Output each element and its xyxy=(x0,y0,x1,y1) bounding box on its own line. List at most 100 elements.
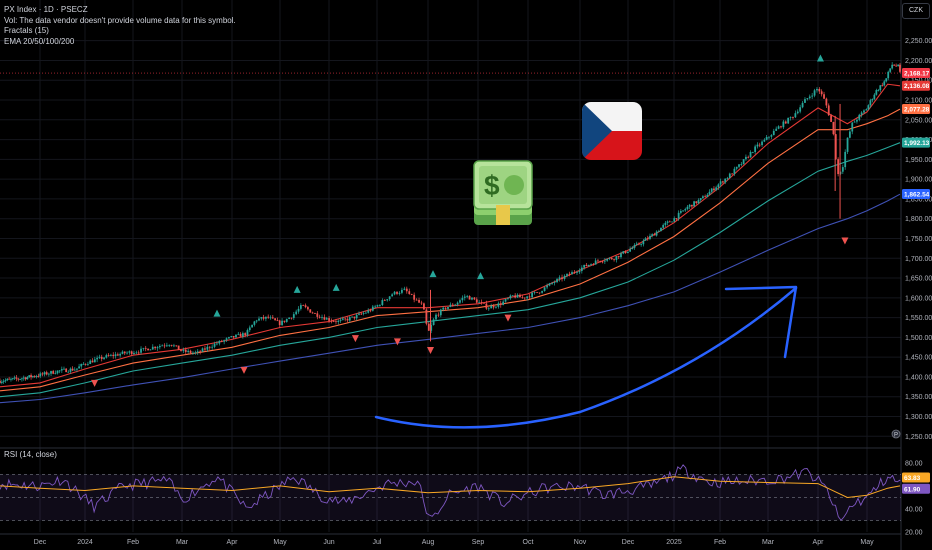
candle-body xyxy=(615,256,618,260)
candle-body xyxy=(789,117,792,118)
candle-body xyxy=(140,348,142,353)
candle-body xyxy=(708,191,711,195)
candle-body xyxy=(149,349,152,351)
candle-body xyxy=(328,318,330,321)
candle-body xyxy=(811,95,814,97)
candle-body xyxy=(715,187,718,191)
candle-body xyxy=(103,357,105,359)
candle-body xyxy=(147,348,149,351)
candle-body xyxy=(182,349,185,351)
candle-body xyxy=(563,275,566,279)
candle-body xyxy=(858,114,861,120)
candle-body xyxy=(587,264,590,267)
candle-body xyxy=(348,317,351,321)
candle-body xyxy=(642,240,645,245)
candle-body xyxy=(635,243,638,245)
candle-body xyxy=(624,251,627,253)
candle-body xyxy=(509,295,512,299)
candle-body xyxy=(13,377,16,379)
candle-body xyxy=(425,309,428,324)
candle-body xyxy=(585,264,588,267)
candle-body xyxy=(693,201,695,207)
candle-body xyxy=(740,164,743,165)
candle-body xyxy=(225,338,228,341)
candle-body xyxy=(91,360,94,363)
candle-body xyxy=(751,151,754,153)
candle-body xyxy=(832,121,835,135)
candle-body xyxy=(638,243,640,245)
candle-body xyxy=(204,348,206,350)
time-axis-label: 2025 xyxy=(666,539,682,546)
candle-body xyxy=(867,105,870,110)
chart-legend: PX Index · 1D · PSECZ Vol: The data vend… xyxy=(4,5,236,47)
candle-body xyxy=(17,378,20,380)
time-axis-label: Feb xyxy=(127,539,139,546)
candle-body xyxy=(521,297,524,299)
svg-text:2,077.28: 2,077.28 xyxy=(904,106,930,113)
price-axis-label: 1,850.00 xyxy=(905,196,932,203)
candle-body xyxy=(241,333,244,337)
candle-body xyxy=(119,353,122,356)
candle-body xyxy=(228,337,230,339)
candle-body xyxy=(690,204,693,207)
candle-body xyxy=(362,313,365,314)
fractal-down-marker xyxy=(504,314,512,322)
candle-body xyxy=(383,300,386,301)
candle-body xyxy=(201,348,204,352)
candle-body xyxy=(235,334,237,338)
candle-body xyxy=(697,200,700,204)
candle-body xyxy=(288,317,291,319)
candle-body xyxy=(220,340,223,342)
candle-body xyxy=(717,184,720,188)
rsi-ma-line xyxy=(0,476,901,499)
price-axis-label: 1,550.00 xyxy=(905,315,932,322)
candle-body xyxy=(885,78,888,82)
candle-body xyxy=(633,244,636,248)
candle-body xyxy=(770,135,773,137)
time-axis-label: Jul xyxy=(373,539,382,546)
candle-body xyxy=(248,327,251,331)
candle-body xyxy=(490,305,493,309)
candle-body xyxy=(526,296,529,299)
candle-body xyxy=(514,295,517,298)
candle-body xyxy=(688,204,691,207)
candle-body xyxy=(507,298,509,300)
candle-body xyxy=(695,201,698,204)
curved-arrow-icon xyxy=(374,285,798,429)
price-axis-label: 1,650.00 xyxy=(905,276,932,283)
candle-body xyxy=(825,98,828,106)
candle-body xyxy=(590,264,592,265)
money-icon: $ xyxy=(473,160,533,225)
candle-body xyxy=(495,306,497,308)
candle-body xyxy=(657,231,660,232)
rsi-axis-label: 40.00 xyxy=(905,506,923,513)
replay-icon[interactable]: P xyxy=(891,429,901,439)
time-axis-label: Feb xyxy=(714,539,726,546)
candle-body xyxy=(6,378,9,381)
candle-body xyxy=(699,198,702,201)
candle-body xyxy=(114,354,117,357)
ema-indicator-label[interactable]: EMA 20/50/100/200 xyxy=(4,36,75,46)
candle-body xyxy=(763,139,766,142)
candle-body xyxy=(827,105,830,116)
symbol-title[interactable]: PX Index · 1D · PSECZ xyxy=(4,5,88,14)
rsi-indicator-label[interactable]: RSI (14, close) xyxy=(4,450,57,459)
currency-badge[interactable]: CZK xyxy=(902,3,930,19)
candle-body xyxy=(721,181,724,183)
price-axis-label: 1,800.00 xyxy=(905,216,932,223)
candle-body xyxy=(393,291,396,295)
price-axis-label: 2,100.00 xyxy=(905,98,932,105)
rsi-line xyxy=(0,464,901,522)
candle-body xyxy=(792,117,794,118)
fractals-indicator-label[interactable]: Fractals (15) xyxy=(4,26,49,35)
candle-body xyxy=(403,288,406,290)
candle-body xyxy=(710,188,713,192)
candle-body xyxy=(218,340,221,344)
candle-body xyxy=(702,196,704,199)
candle-body xyxy=(895,65,898,67)
candle-body xyxy=(255,320,258,322)
candle-body xyxy=(768,136,770,138)
candle-body xyxy=(299,305,302,309)
candle-body xyxy=(396,291,398,294)
